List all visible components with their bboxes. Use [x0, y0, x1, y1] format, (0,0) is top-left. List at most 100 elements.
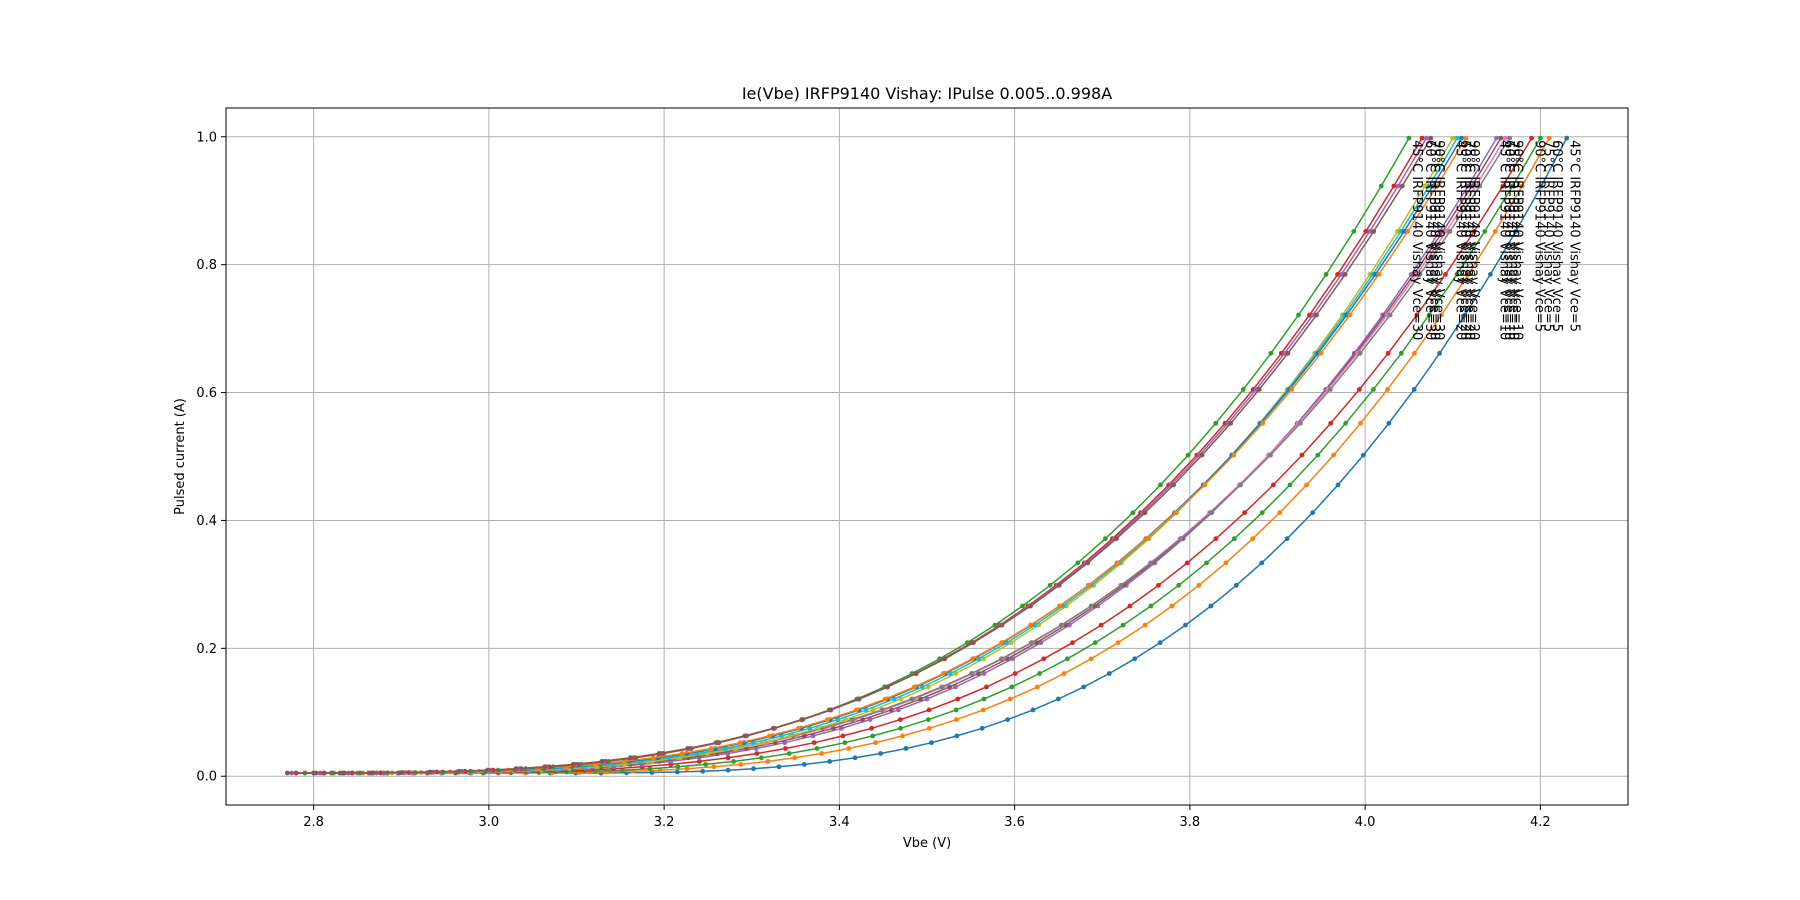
data-point	[870, 707, 876, 713]
data-point	[1310, 312, 1316, 318]
data-point	[1498, 135, 1504, 141]
series-label: 60°C IRFP9140 Vishay Vce=30	[1422, 140, 1437, 340]
data-point	[628, 755, 633, 761]
data-point	[1494, 135, 1499, 141]
data-point	[1395, 229, 1400, 234]
data-point	[1183, 622, 1188, 628]
data-point	[647, 766, 653, 772]
data-point	[786, 751, 792, 756]
data-point	[570, 762, 576, 767]
data-point	[1405, 229, 1411, 234]
data-point	[513, 766, 519, 772]
data-point	[783, 746, 788, 751]
data-point	[828, 707, 833, 713]
data-point	[953, 684, 958, 690]
data-point	[1357, 350, 1363, 356]
x-tick-label: 3.8	[1180, 815, 1201, 830]
data-point	[869, 725, 874, 731]
data-point	[1130, 510, 1136, 516]
data-point	[675, 764, 681, 770]
x-tick-label: 3.4	[829, 815, 850, 830]
data-point	[1238, 482, 1243, 488]
data-point	[999, 640, 1004, 646]
data-point	[1282, 350, 1287, 356]
data-point	[1102, 536, 1108, 542]
data-point	[1307, 312, 1312, 318]
data-point	[1411, 387, 1417, 392]
data-point	[1047, 582, 1053, 588]
data-point	[342, 770, 347, 776]
data-point	[1398, 350, 1404, 356]
data-point	[1007, 696, 1013, 702]
data-point	[1012, 671, 1018, 676]
x-axis-label: Vbe (V)	[903, 836, 951, 851]
data-point	[1240, 387, 1246, 392]
data-point	[854, 707, 859, 713]
data-point	[731, 759, 736, 764]
data-point	[1259, 510, 1265, 516]
data-point	[708, 746, 714, 751]
data-point	[1428, 135, 1434, 141]
data-point	[542, 764, 547, 770]
data-point	[1500, 183, 1506, 189]
data-point	[897, 717, 903, 722]
data-point	[1371, 387, 1376, 392]
data-point	[1437, 350, 1442, 356]
data-point	[898, 725, 903, 731]
data-point	[1075, 560, 1081, 566]
series-label: 75°C IRFP9140 Vishay Vce=5	[1540, 140, 1555, 332]
data-point	[697, 759, 702, 764]
data-point	[1114, 536, 1119, 542]
series-label: 90°C IRFP9140 Vishay Vce=5	[1532, 140, 1547, 332]
data-point	[1367, 229, 1373, 234]
data-point	[801, 762, 807, 767]
data-point	[1270, 482, 1276, 488]
data-point	[685, 746, 690, 751]
data-point	[896, 707, 901, 713]
y-tick-label: 0.8	[196, 258, 217, 273]
data-point	[1088, 603, 1094, 609]
x-tick-label: 3.0	[479, 815, 500, 830]
data-point	[1440, 229, 1446, 234]
series-label: 60°C IRFP9140 Vishay Vce=20	[1457, 140, 1472, 340]
data-point	[1414, 272, 1419, 277]
data-point	[1169, 603, 1175, 609]
data-point	[1250, 536, 1256, 542]
data-point	[1488, 272, 1493, 277]
data-point	[819, 751, 824, 756]
data-point	[984, 684, 989, 690]
data-point	[1256, 387, 1262, 392]
data-point	[1268, 452, 1273, 458]
data-point	[725, 767, 731, 773]
data-point	[1208, 603, 1214, 609]
data-point	[1502, 135, 1508, 141]
data-point	[1564, 135, 1570, 141]
data-point	[925, 717, 931, 722]
data-point	[980, 707, 986, 713]
data-point	[1373, 272, 1378, 277]
ticks: 2.8 3.0 3.2 3.4 3.6 3.8 4.0 4.2 0.0 0.2 0.4 0.6 0.8 1…	[196, 130, 1550, 830]
data-point	[1519, 183, 1525, 189]
data-point	[981, 656, 986, 662]
data-point	[650, 755, 656, 761]
data-point	[1351, 229, 1357, 234]
data-point	[1085, 560, 1091, 566]
y-tick-label: 1.0	[196, 130, 217, 145]
data-point	[1401, 229, 1407, 234]
data-point	[1391, 183, 1397, 189]
data-point	[955, 696, 961, 702]
data-point	[674, 769, 680, 775]
x-tick-label: 4.0	[1355, 815, 1376, 830]
data-point	[835, 717, 841, 722]
data-point	[976, 671, 981, 676]
x-tick-label: 4.2	[1530, 815, 1551, 830]
data-point	[1426, 183, 1432, 189]
data-point	[1223, 560, 1229, 566]
data-point	[870, 733, 876, 739]
data-point	[1463, 135, 1469, 141]
y-tick-label: 0.2	[196, 642, 217, 657]
data-point	[399, 770, 405, 775]
data-point	[1115, 640, 1121, 646]
data-point	[703, 762, 709, 767]
